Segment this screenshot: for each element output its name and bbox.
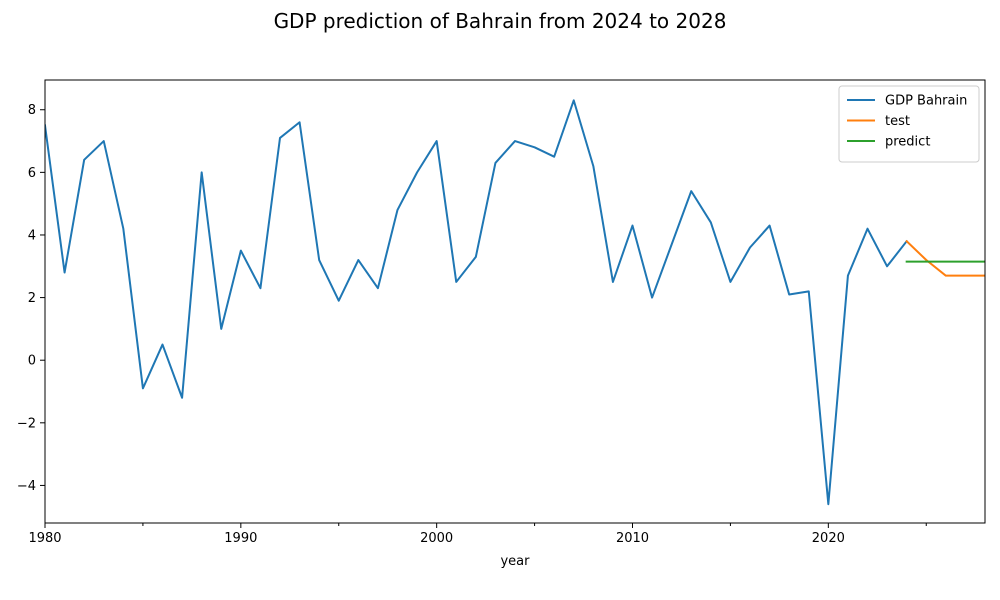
legend-label: predict <box>885 135 930 150</box>
y-tick-label: 4 <box>28 228 36 243</box>
series-line-gdp-bahrain <box>45 99 909 506</box>
x-tick-label: 2000 <box>420 531 453 546</box>
y-tick-label: 8 <box>28 103 36 118</box>
series-layer <box>45 99 985 506</box>
series-line-test <box>905 239 985 277</box>
x-tick-label: 2010 <box>616 531 649 546</box>
y-tick-label: 6 <box>28 166 36 181</box>
legend: GDP Bahrain test predict <box>838 85 980 163</box>
y-axis: 8 6 4 2 0 −2 −4 <box>17 103 45 494</box>
y-tick-label: 2 <box>28 291 36 306</box>
y-tick-label: −2 <box>17 416 36 431</box>
x-axis: 1980 1990 2000 2010 2020 <box>28 523 927 546</box>
y-tick-label: −4 <box>17 479 36 494</box>
x-tick-label: 2020 <box>812 531 845 546</box>
legend-box <box>838 85 980 163</box>
x-tick-label: 1990 <box>224 531 257 546</box>
chart-title: GDP prediction of Bahrain from 2024 to 2… <box>274 9 727 33</box>
legend-label: test <box>885 114 910 129</box>
y-tick-label: 0 <box>28 354 36 369</box>
plot-frame <box>44 79 986 524</box>
x-axis-label: year <box>500 554 530 569</box>
x-tick-label: 1980 <box>28 531 61 546</box>
legend-label: GDP Bahrain <box>885 94 967 109</box>
